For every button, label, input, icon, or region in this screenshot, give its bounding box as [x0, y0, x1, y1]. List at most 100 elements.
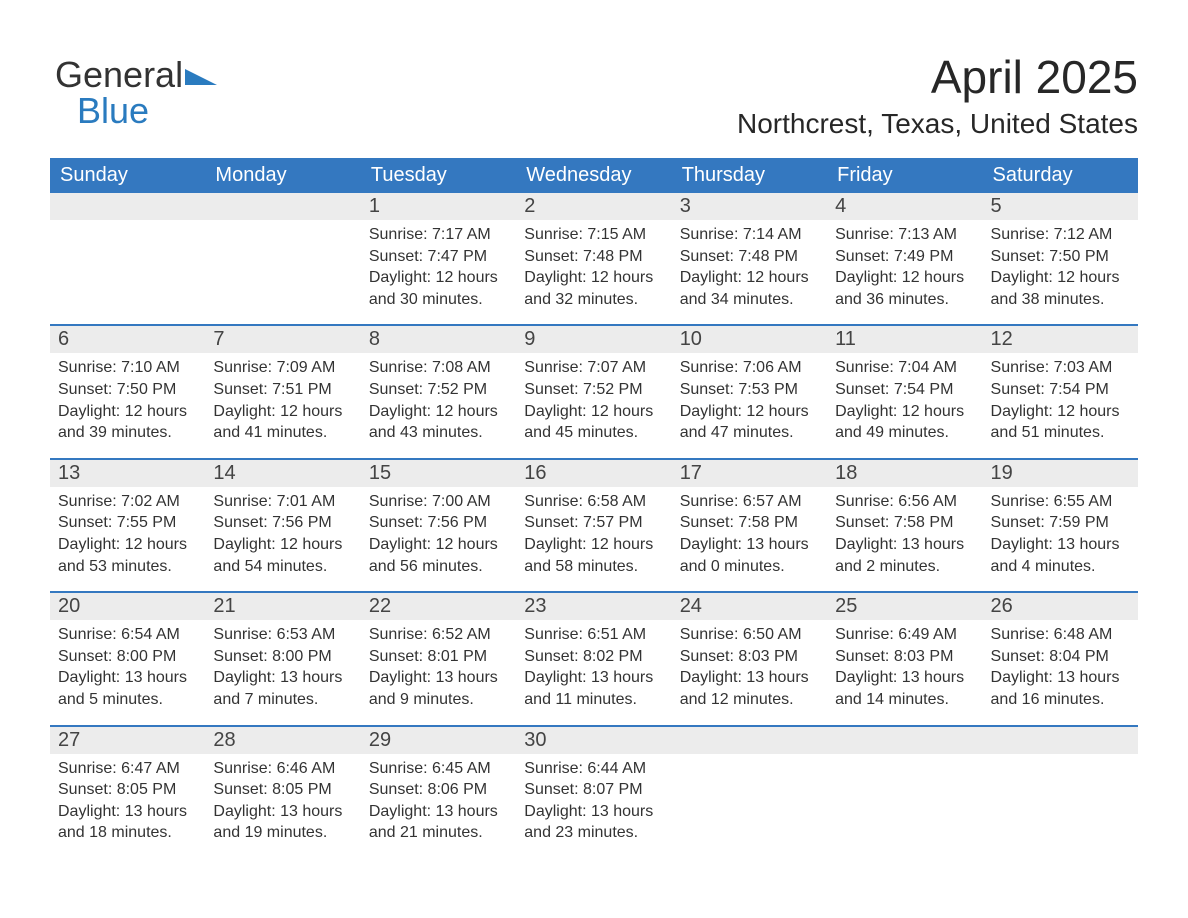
day-body: Sunrise: 7:08 AMSunset: 7:52 PMDaylight:…: [361, 353, 516, 443]
sunrise-text: Sunrise: 6:48 AM: [991, 624, 1130, 646]
calendar-day: [983, 727, 1138, 858]
day-number: 18: [827, 460, 982, 487]
daylight-text-2: and 32 minutes.: [524, 289, 663, 311]
day-body: Sunrise: 6:55 AMSunset: 7:59 PMDaylight:…: [983, 487, 1138, 577]
day-body: Sunrise: 6:54 AMSunset: 8:00 PMDaylight:…: [50, 620, 205, 710]
day-body: Sunrise: 7:09 AMSunset: 7:51 PMDaylight:…: [205, 353, 360, 443]
day-body: Sunrise: 7:12 AMSunset: 7:50 PMDaylight:…: [983, 220, 1138, 310]
sunrise-text: Sunrise: 7:00 AM: [369, 491, 508, 513]
sunrise-text: Sunrise: 6:58 AM: [524, 491, 663, 513]
calendar-day: 10Sunrise: 7:06 AMSunset: 7:53 PMDayligh…: [672, 326, 827, 457]
dayname-saturday: Saturday: [983, 158, 1138, 193]
sunrise-text: Sunrise: 6:57 AM: [680, 491, 819, 513]
daylight-text-1: Daylight: 12 hours: [524, 534, 663, 556]
daylight-text-2: and 41 minutes.: [213, 422, 352, 444]
daylight-text-1: Daylight: 12 hours: [680, 401, 819, 423]
sunrise-text: Sunrise: 7:17 AM: [369, 224, 508, 246]
sunset-text: Sunset: 8:02 PM: [524, 646, 663, 668]
sunset-text: Sunset: 7:51 PM: [213, 379, 352, 401]
sunrise-text: Sunrise: 7:03 AM: [991, 357, 1130, 379]
day-body: Sunrise: 7:06 AMSunset: 7:53 PMDaylight:…: [672, 353, 827, 443]
day-number: [672, 727, 827, 754]
sunset-text: Sunset: 7:50 PM: [991, 246, 1130, 268]
sunrise-text: Sunrise: 6:50 AM: [680, 624, 819, 646]
day-body: Sunrise: 6:48 AMSunset: 8:04 PMDaylight:…: [983, 620, 1138, 710]
sunset-text: Sunset: 7:47 PM: [369, 246, 508, 268]
dayname-thursday: Thursday: [672, 158, 827, 193]
sunrise-text: Sunrise: 6:45 AM: [369, 758, 508, 780]
day-number: 13: [50, 460, 205, 487]
day-number: 6: [50, 326, 205, 353]
day-number: [827, 727, 982, 754]
daylight-text-1: Daylight: 13 hours: [213, 667, 352, 689]
day-body: Sunrise: 6:50 AMSunset: 8:03 PMDaylight:…: [672, 620, 827, 710]
day-number: 10: [672, 326, 827, 353]
sunrise-text: Sunrise: 6:44 AM: [524, 758, 663, 780]
day-number: 28: [205, 727, 360, 754]
day-number: 29: [361, 727, 516, 754]
calendar-week: 6Sunrise: 7:10 AMSunset: 7:50 PMDaylight…: [50, 324, 1138, 457]
daylight-text-2: and 21 minutes.: [369, 822, 508, 844]
day-number: 21: [205, 593, 360, 620]
day-number: 16: [516, 460, 671, 487]
sunset-text: Sunset: 7:50 PM: [58, 379, 197, 401]
daylight-text-2: and 7 minutes.: [213, 689, 352, 711]
daylight-text-1: Daylight: 13 hours: [369, 801, 508, 823]
sunrise-text: Sunrise: 7:15 AM: [524, 224, 663, 246]
day-number: 8: [361, 326, 516, 353]
logo-blue-text: Blue: [77, 93, 217, 129]
calendar-week: 20Sunrise: 6:54 AMSunset: 8:00 PMDayligh…: [50, 591, 1138, 724]
sunset-text: Sunset: 7:58 PM: [835, 512, 974, 534]
calendar-day: 24Sunrise: 6:50 AMSunset: 8:03 PMDayligh…: [672, 593, 827, 724]
sunset-text: Sunset: 7:55 PM: [58, 512, 197, 534]
logo-general-text: General: [55, 54, 183, 95]
sunrise-text: Sunrise: 6:49 AM: [835, 624, 974, 646]
day-body: Sunrise: 6:56 AMSunset: 7:58 PMDaylight:…: [827, 487, 982, 577]
day-number: 19: [983, 460, 1138, 487]
calendar-day: 7Sunrise: 7:09 AMSunset: 7:51 PMDaylight…: [205, 326, 360, 457]
sunrise-text: Sunrise: 7:12 AM: [991, 224, 1130, 246]
daylight-text-2: and 51 minutes.: [991, 422, 1130, 444]
header-right: April 2025 Northcrest, Texas, United Sta…: [737, 30, 1138, 140]
daylight-text-2: and 4 minutes.: [991, 556, 1130, 578]
daylight-text-1: Daylight: 12 hours: [835, 401, 974, 423]
daylight-text-2: and 49 minutes.: [835, 422, 974, 444]
daylight-text-1: Daylight: 13 hours: [58, 667, 197, 689]
calendar-day: 22Sunrise: 6:52 AMSunset: 8:01 PMDayligh…: [361, 593, 516, 724]
day-number: 22: [361, 593, 516, 620]
daylight-text-1: Daylight: 13 hours: [58, 801, 197, 823]
day-body: Sunrise: 7:15 AMSunset: 7:48 PMDaylight:…: [516, 220, 671, 310]
day-body: Sunrise: 7:01 AMSunset: 7:56 PMDaylight:…: [205, 487, 360, 577]
day-number: [205, 193, 360, 220]
logo: General Blue: [50, 30, 222, 129]
sunrise-text: Sunrise: 6:53 AM: [213, 624, 352, 646]
day-body: Sunrise: 6:44 AMSunset: 8:07 PMDaylight:…: [516, 754, 671, 844]
daylight-text-1: Daylight: 13 hours: [835, 534, 974, 556]
daylight-text-2: and 30 minutes.: [369, 289, 508, 311]
calendar-day: 4Sunrise: 7:13 AMSunset: 7:49 PMDaylight…: [827, 193, 982, 324]
daylight-text-2: and 0 minutes.: [680, 556, 819, 578]
daylight-text-2: and 39 minutes.: [58, 422, 197, 444]
daylight-text-2: and 18 minutes.: [58, 822, 197, 844]
daylight-text-2: and 16 minutes.: [991, 689, 1130, 711]
day-number: 20: [50, 593, 205, 620]
sunset-text: Sunset: 7:59 PM: [991, 512, 1130, 534]
calendar-day: 1Sunrise: 7:17 AMSunset: 7:47 PMDaylight…: [361, 193, 516, 324]
daylight-text-1: Daylight: 12 hours: [991, 401, 1130, 423]
day-body: Sunrise: 6:46 AMSunset: 8:05 PMDaylight:…: [205, 754, 360, 844]
calendar-day: 25Sunrise: 6:49 AMSunset: 8:03 PMDayligh…: [827, 593, 982, 724]
sunrise-text: Sunrise: 7:07 AM: [524, 357, 663, 379]
sunrise-text: Sunrise: 7:14 AM: [680, 224, 819, 246]
day-body: Sunrise: 7:10 AMSunset: 7:50 PMDaylight:…: [50, 353, 205, 443]
day-body: Sunrise: 7:07 AMSunset: 7:52 PMDaylight:…: [516, 353, 671, 443]
sunset-text: Sunset: 7:48 PM: [524, 246, 663, 268]
sunrise-text: Sunrise: 7:13 AM: [835, 224, 974, 246]
day-number: 14: [205, 460, 360, 487]
sunset-text: Sunset: 7:54 PM: [835, 379, 974, 401]
sunrise-text: Sunrise: 6:56 AM: [835, 491, 974, 513]
sunset-text: Sunset: 7:56 PM: [213, 512, 352, 534]
day-body: Sunrise: 6:51 AMSunset: 8:02 PMDaylight:…: [516, 620, 671, 710]
daylight-text-2: and 5 minutes.: [58, 689, 197, 711]
daylight-text-2: and 36 minutes.: [835, 289, 974, 311]
calendar: Sunday Monday Tuesday Wednesday Thursday…: [50, 158, 1138, 858]
